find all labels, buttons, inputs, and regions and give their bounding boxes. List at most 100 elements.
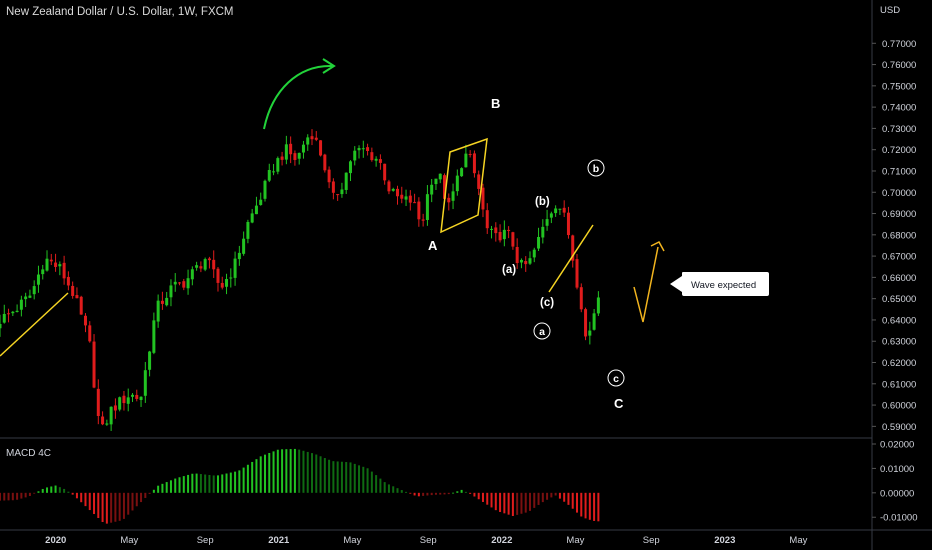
- time-tick-label: Sep: [420, 535, 437, 546]
- candle-down: [88, 325, 92, 342]
- chart-title: New Zealand Dollar / U.S. Dollar, 1W, FX…: [6, 6, 234, 18]
- macd-bar: [37, 491, 40, 493]
- price-tick-label: 0.75000: [882, 81, 916, 92]
- time-axis[interactable]: 2020 May Sep 2021 May Sep 2022 May Sep 2023 May: [45, 535, 807, 546]
- candle-up: [357, 148, 361, 151]
- candle-down: [421, 219, 425, 221]
- macd-bar: [110, 492, 113, 523]
- time-tick-label: 2021: [268, 535, 290, 546]
- macd-bar: [366, 468, 369, 493]
- macd-bar: [63, 488, 66, 493]
- macd-bar: [199, 474, 202, 493]
- candle-down: [498, 231, 502, 241]
- macd-bar: [558, 492, 561, 499]
- macd-bar: [131, 492, 134, 511]
- macd-bar: [28, 492, 31, 496]
- candle-down: [400, 194, 404, 199]
- price-tick-label: 0.60000: [882, 401, 916, 412]
- macd-bar: [323, 458, 326, 493]
- macd-bar: [144, 492, 147, 498]
- candle-down: [199, 266, 203, 269]
- macd-bar: [135, 492, 138, 507]
- macd-bar: [221, 474, 224, 493]
- price-tick-label: 0.68000: [882, 230, 916, 241]
- sub-wave-label-b: (b): [535, 196, 550, 208]
- candle-down: [83, 315, 87, 326]
- projection-path[interactable]: [633, 246, 659, 323]
- macd-bar: [255, 459, 258, 493]
- candle-down: [135, 394, 139, 399]
- time-tick-label: May: [789, 535, 807, 546]
- macd-bar: [541, 492, 544, 503]
- macd-bar: [576, 492, 579, 513]
- macd-bar: [33, 492, 36, 494]
- macd-bar: [302, 450, 305, 493]
- candle-up: [156, 300, 160, 322]
- candle-up: [554, 208, 558, 214]
- candle-up: [233, 258, 237, 278]
- macd-bar: [16, 492, 19, 500]
- candle-down: [579, 287, 583, 310]
- macd-bar: [71, 492, 74, 495]
- macd-bar: [298, 449, 301, 493]
- time-tick-label: May: [343, 535, 361, 546]
- trendline-left[interactable]: [0, 292, 69, 357]
- macd-bar: [345, 462, 348, 493]
- candle-down: [408, 195, 412, 203]
- macd-bar: [340, 461, 343, 493]
- macd-bar: [152, 489, 155, 493]
- macd-bar: [392, 486, 395, 493]
- macd-bar: [263, 454, 266, 493]
- candle-down: [417, 201, 421, 220]
- macd-bar: [169, 480, 172, 493]
- macd-bar: [490, 492, 493, 508]
- macd-bar: [281, 449, 284, 493]
- macd-bar: [75, 492, 78, 499]
- candle-up: [225, 279, 229, 287]
- candle-down: [122, 395, 126, 404]
- candle-up: [528, 258, 532, 264]
- macd-bar: [272, 451, 275, 493]
- macd-bar: [259, 456, 262, 493]
- candle-down: [212, 259, 216, 270]
- macd-bar: [165, 482, 168, 493]
- candle-down: [220, 282, 224, 288]
- macd-bar: [524, 492, 527, 513]
- macd-histogram: [0, 448, 600, 524]
- macd-tick-label: 0.01000: [880, 464, 914, 475]
- macd-bar: [46, 487, 49, 493]
- macd-bar: [533, 492, 536, 508]
- candle-up: [434, 178, 438, 185]
- candle-down: [49, 259, 53, 262]
- macd-bar: [0, 492, 1, 501]
- macd-bar: [396, 488, 399, 493]
- candle-up: [246, 221, 250, 239]
- candle-up: [348, 161, 352, 174]
- trendline-wave-b[interactable]: [548, 224, 594, 293]
- candle-down: [387, 181, 391, 192]
- macd-bar: [208, 474, 211, 493]
- wave-b-channel[interactable]: [440, 137, 488, 234]
- macd-bar: [584, 492, 587, 519]
- callout-box[interactable]: [670, 272, 769, 296]
- macd-bar: [439, 492, 442, 495]
- price-tick-label: 0.65000: [882, 294, 916, 305]
- macd-bar: [434, 492, 437, 495]
- candle-down: [310, 136, 314, 140]
- candle-up: [340, 189, 344, 195]
- candle-up: [549, 213, 553, 218]
- price-axis[interactable]: 0.77000 0.76000 0.75000 0.74000 0.73000 0.720…: [872, 39, 916, 433]
- candle-up: [237, 252, 241, 260]
- candle-up: [374, 158, 378, 161]
- candle-up: [130, 394, 134, 397]
- trend-arrow[interactable]: [263, 64, 333, 130]
- macd-bar: [443, 492, 446, 495]
- macd-bar: [332, 461, 335, 493]
- trend-arrow-head: [322, 58, 336, 74]
- macd-bar: [101, 492, 104, 522]
- macd-bar: [537, 492, 540, 505]
- macd-bar: [80, 492, 83, 503]
- candle-up: [173, 281, 177, 285]
- circle-marker-c: [607, 369, 625, 387]
- macd-bar: [229, 472, 232, 493]
